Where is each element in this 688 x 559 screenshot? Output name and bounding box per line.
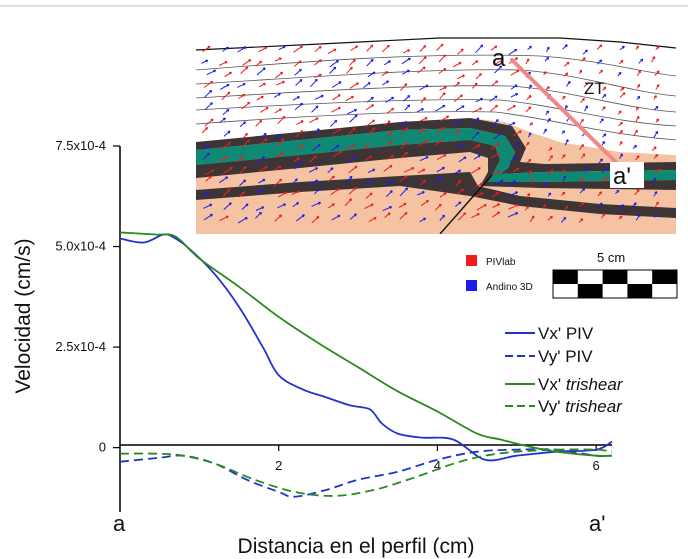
fault-line xyxy=(439,174,493,234)
x-tick-label: 2 xyxy=(275,458,282,473)
legend-entry-vx-piv-label: Vx' PIV xyxy=(538,324,594,343)
series-line-vy-piv xyxy=(119,448,613,498)
y-tick-label: 0 xyxy=(99,440,106,455)
arrow-legend: PIVlab Andino 3D xyxy=(466,255,533,293)
legend-label-pivlab: PIVlab xyxy=(486,257,516,268)
cover-strata xyxy=(196,40,676,155)
label-a-prime-box xyxy=(610,162,644,188)
y-axis-label: Velocidad (cm/s) xyxy=(12,238,35,393)
y-tick-label: 5.0x10-4 xyxy=(55,239,106,254)
legend-swatch-andino xyxy=(466,280,477,291)
series-line-vy-trishear xyxy=(119,448,613,497)
label-zt: ZT xyxy=(584,79,605,98)
topography-line xyxy=(196,37,676,51)
legend-entry-vx-trishear-label: Vx' trishear xyxy=(538,375,624,394)
scale-bar: 5 cm xyxy=(552,250,678,299)
x-start-label: a xyxy=(113,511,126,536)
y-tick-label: 7.5x10-4 xyxy=(55,138,106,153)
legend-label-andino: Andino 3D xyxy=(486,282,533,293)
label-a: a xyxy=(492,45,506,72)
series-line-vx-trishear xyxy=(119,231,613,457)
green-layer xyxy=(196,128,676,182)
scale-label: 5 cm xyxy=(597,250,625,265)
x-end-label: a' xyxy=(589,511,605,536)
legend-entry-vy-trishear-label: Vy' trishear xyxy=(538,397,623,416)
chart: 0 2.5x10-4 5.0x10-4 7.5x10-4 2 4 6 Velocidad … xyxy=(12,138,624,558)
cover-strata-lines xyxy=(196,54,676,141)
series-legend: Vx' PIV Vy' PIV Vx' trishear Vy' trishear xyxy=(505,324,624,416)
section-line xyxy=(510,58,632,178)
cross-section-inset: a ZT a' xyxy=(196,34,676,234)
dark-layer-bottom xyxy=(196,172,676,218)
x-axis-label: Distancia en el perfil (cm) xyxy=(238,535,475,558)
legend-entry-vy-piv-label: Vy' PIV xyxy=(538,347,593,366)
velocity-arrows xyxy=(201,43,661,224)
y-tick-label: 2.5x10-4 xyxy=(55,339,106,354)
legend-swatch-pivlab xyxy=(466,255,477,266)
label-a-prime: a' xyxy=(613,163,631,190)
x-tick-label: 6 xyxy=(593,458,600,473)
x-tick-label: 4 xyxy=(434,458,441,473)
